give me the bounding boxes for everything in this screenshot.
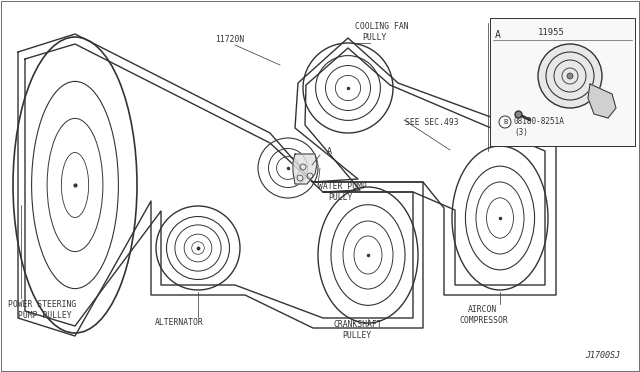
Text: PULLY: PULLY — [328, 193, 353, 202]
Circle shape — [538, 44, 602, 108]
Text: COMPRESSOR: COMPRESSOR — [460, 316, 509, 325]
Text: 11720N: 11720N — [215, 35, 244, 44]
Text: PULLY: PULLY — [362, 33, 387, 42]
Text: AIRCON: AIRCON — [468, 305, 497, 314]
Text: A: A — [327, 148, 332, 157]
Text: PULLEY: PULLEY — [342, 331, 371, 340]
Text: PUMP PULLEY: PUMP PULLEY — [18, 311, 72, 320]
Polygon shape — [588, 84, 616, 118]
Text: (3): (3) — [514, 128, 528, 137]
Bar — [490, 18, 635, 146]
Text: COOLING FAN: COOLING FAN — [355, 22, 408, 31]
Text: B: B — [503, 119, 507, 125]
Text: 11955: 11955 — [538, 28, 565, 37]
Text: J1700SJ: J1700SJ — [585, 351, 620, 360]
Text: CRANKSHAFT: CRANKSHAFT — [334, 320, 383, 329]
Text: ALTERNATOR: ALTERNATOR — [155, 318, 204, 327]
Text: POWER STEERING: POWER STEERING — [8, 300, 76, 309]
Text: A: A — [495, 30, 501, 40]
Text: 08180-8251A: 08180-8251A — [514, 118, 565, 126]
Polygon shape — [293, 154, 317, 184]
Text: WATER PUMP: WATER PUMP — [318, 182, 367, 191]
Text: SEE SEC.493: SEE SEC.493 — [405, 118, 459, 127]
Circle shape — [567, 73, 573, 79]
